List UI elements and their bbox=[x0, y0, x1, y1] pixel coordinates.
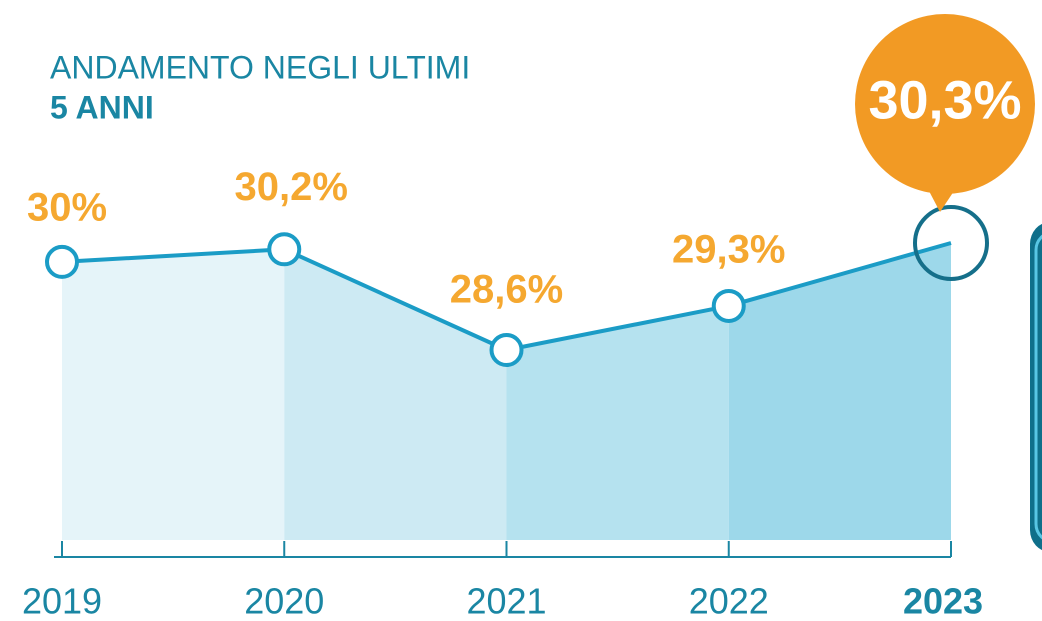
mark-layer: 2019 2020 2021 2022 2023 30% 30,2% 28,6% 29,3% 30… bbox=[22, 14, 1035, 621]
point bbox=[711, 288, 746, 323]
value-label: 30,2% bbox=[235, 165, 348, 209]
area-layer bbox=[54, 243, 952, 558]
x-tick-label: 2022 bbox=[689, 581, 769, 621]
value-label: 30,3% bbox=[868, 70, 1021, 130]
area-segment bbox=[506, 305, 729, 540]
x-tick-label: 2021 bbox=[466, 581, 546, 621]
x-tick-label: 2020 bbox=[244, 581, 324, 621]
point bbox=[267, 232, 302, 267]
area-segment bbox=[62, 249, 285, 540]
value-label: 28,6% bbox=[450, 268, 563, 312]
point bbox=[45, 244, 79, 279]
x-tick-label: 2023 bbox=[903, 581, 983, 621]
x-tick-label: 2019 bbox=[22, 581, 102, 621]
area-segment bbox=[728, 243, 951, 540]
chart-subtitle: 5 ANNI bbox=[50, 89, 154, 125]
point bbox=[489, 333, 524, 367]
area-segment bbox=[284, 249, 507, 540]
value-label: 29,3% bbox=[672, 228, 785, 272]
side-panel bbox=[1030, 223, 1042, 551]
value-label: 30% bbox=[27, 185, 107, 229]
highlight-point bbox=[913, 205, 989, 281]
chart-title: ANDAMENTO NEGLI ULTIMI bbox=[50, 49, 470, 85]
callout-bubble bbox=[855, 14, 1035, 194]
